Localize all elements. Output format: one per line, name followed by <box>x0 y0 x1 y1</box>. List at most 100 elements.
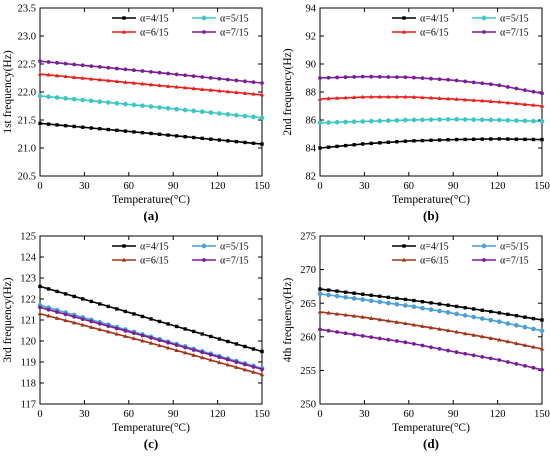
series-marker-4 <box>234 78 239 83</box>
legend-marker <box>122 16 126 20</box>
series-marker-1 <box>157 319 162 324</box>
series-marker-3 <box>522 102 528 106</box>
x-tick-label: 90 <box>168 181 179 192</box>
legend-marker <box>402 244 406 248</box>
legend-marker <box>122 244 126 248</box>
y-tick-label: 265 <box>300 299 316 310</box>
series-marker-3 <box>46 313 51 318</box>
y-tick-label: 270 <box>300 265 316 276</box>
series-marker-3 <box>428 325 434 330</box>
series-marker-3 <box>208 357 213 362</box>
series-marker-3 <box>351 313 357 318</box>
series-marker-3 <box>351 95 357 99</box>
series-marker-4 <box>89 319 94 324</box>
series-marker-1 <box>123 309 128 314</box>
series-marker-3 <box>326 310 331 315</box>
series-marker-1 <box>395 140 399 144</box>
series-marker-1 <box>326 288 331 292</box>
y-tick-label: 86 <box>306 116 317 127</box>
x-tick-label: 30 <box>359 181 370 192</box>
series-marker-3 <box>360 314 365 319</box>
series-marker-4 <box>326 75 331 80</box>
series-marker-4 <box>454 350 459 355</box>
series-marker-1 <box>191 329 196 334</box>
x-tick-label: 60 <box>124 409 135 420</box>
series-marker-4 <box>403 75 408 80</box>
series-marker-3 <box>37 71 43 76</box>
y-tick-label: 90 <box>306 60 317 71</box>
legend-marker <box>482 258 486 262</box>
series-marker-3 <box>37 311 43 316</box>
y-tick-label: 124 <box>20 253 37 264</box>
x-tick-label: 90 <box>168 409 179 420</box>
series-marker-4 <box>191 348 196 352</box>
legend-marker <box>201 243 207 249</box>
series-marker-3 <box>386 318 391 323</box>
y-tick-label: 94 <box>306 4 317 15</box>
x-axis-label: Temperature(°C) <box>392 422 470 434</box>
series-marker-1 <box>531 137 536 142</box>
legend-marker <box>481 243 487 249</box>
y-tick-label: 117 <box>21 400 36 411</box>
series-marker-3 <box>63 318 68 323</box>
legend-marker <box>482 30 486 34</box>
series-marker-2 <box>114 100 120 106</box>
panel-letter: (d) <box>423 436 439 451</box>
series-marker-4 <box>114 66 119 71</box>
series-marker-1 <box>437 138 442 142</box>
series-marker-4 <box>540 91 544 96</box>
series-marker-3 <box>317 309 323 314</box>
legend-label: α=4/15 <box>140 14 169 25</box>
series-marker-2 <box>157 105 162 110</box>
series-marker-3 <box>411 94 417 99</box>
legend-label: α=6/15 <box>140 256 169 267</box>
series-marker-4 <box>217 76 222 81</box>
y-tick-label: 118 <box>21 379 36 390</box>
series-marker-1 <box>412 139 416 143</box>
series-marker-4 <box>80 317 85 322</box>
series-marker-3 <box>488 99 493 103</box>
series-marker-3 <box>182 350 188 355</box>
series-marker-2 <box>514 118 519 123</box>
series-marker-1 <box>63 292 68 296</box>
series-marker-1 <box>395 296 399 301</box>
series-marker-4 <box>471 353 476 358</box>
series-marker-1 <box>98 127 102 131</box>
series-marker-2 <box>488 317 494 323</box>
y-tick-label: 120 <box>20 337 36 348</box>
legend-marker <box>402 16 406 20</box>
series-marker-1 <box>46 122 51 126</box>
series-marker-2 <box>496 319 502 325</box>
legend-label: α=5/15 <box>500 14 529 25</box>
series-marker-4 <box>225 77 230 82</box>
series-marker-1 <box>369 141 373 146</box>
x-tick-label: 30 <box>79 181 90 192</box>
series-marker-3 <box>71 320 77 325</box>
legend-marker <box>121 29 127 34</box>
series-marker-4 <box>488 356 493 361</box>
series-marker-2 <box>360 119 366 124</box>
series-marker-1 <box>38 121 42 126</box>
panel-c: 0 30 60 90 120 150 117 118 119 120 121 122 123 124 125… <box>2 232 270 451</box>
series-marker-2 <box>326 292 331 298</box>
series-marker-3 <box>497 337 502 342</box>
x-tick-label: 120 <box>490 409 506 420</box>
series-marker-2 <box>385 118 391 123</box>
series-marker-1 <box>217 337 222 341</box>
series-marker-3 <box>106 329 111 334</box>
series-marker-4 <box>420 76 425 81</box>
series-marker-1 <box>403 139 408 143</box>
series-marker-2 <box>368 298 374 304</box>
series-marker-1 <box>360 292 365 296</box>
series-marker-3 <box>80 75 85 80</box>
series-marker-4 <box>360 74 365 79</box>
series-marker-4 <box>394 75 399 80</box>
series-marker-2 <box>471 117 477 122</box>
series-marker-4 <box>55 60 59 65</box>
y-tick-label: 121 <box>20 316 36 327</box>
panel-letter: (a) <box>143 208 158 223</box>
series-marker-1 <box>429 301 433 305</box>
series-marker-1 <box>63 123 68 128</box>
series-marker-4 <box>446 77 450 82</box>
series-marker-3 <box>217 360 222 365</box>
